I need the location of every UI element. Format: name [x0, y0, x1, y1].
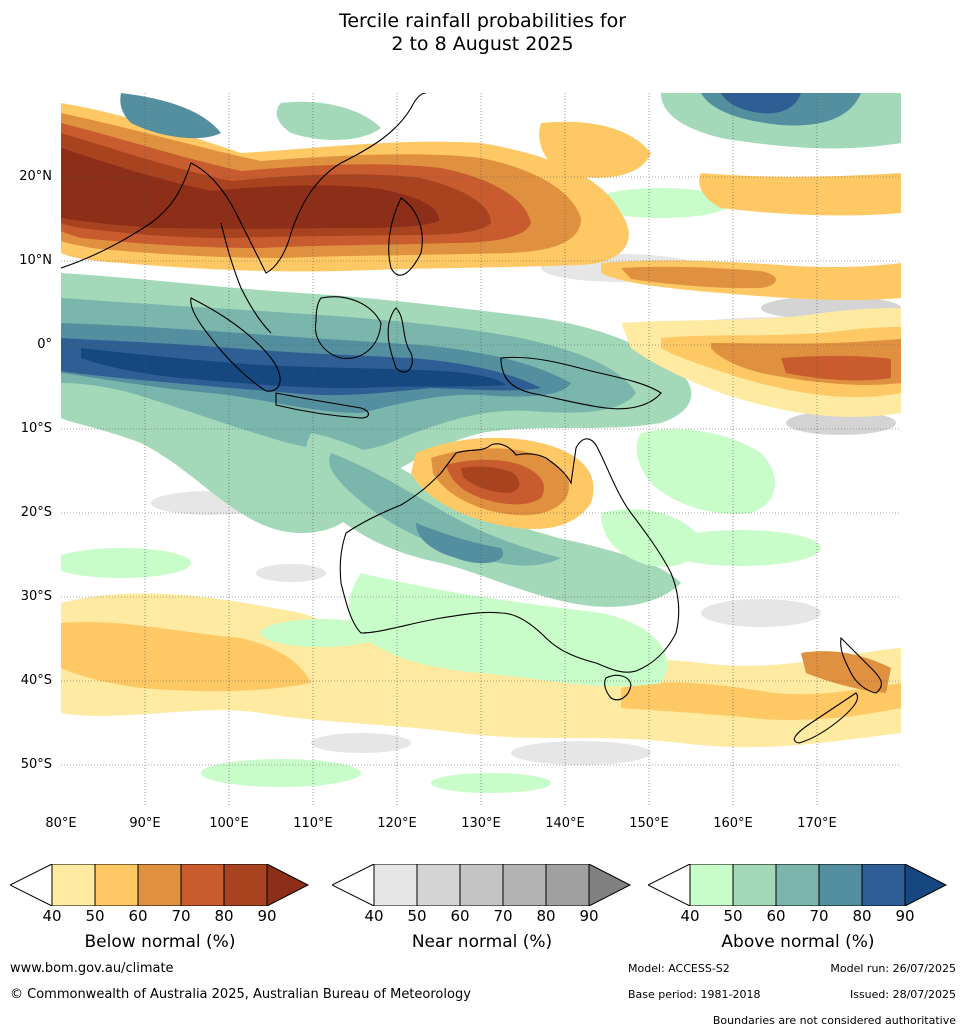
- below-colorbar-70-80: [180, 864, 225, 906]
- model-run-date: Model run: 26/07/2025: [830, 962, 956, 975]
- lat-label-0: 0°: [37, 337, 52, 352]
- near-tick-80: 80: [536, 907, 556, 925]
- new-zealand-north-coastline: [840, 636, 882, 694]
- title-line-1: Tercile rainfall probabilities for: [338, 10, 627, 32]
- near-normal-label: Near normal (%): [411, 932, 553, 952]
- title-line-2: 2 to 8 August 2025: [391, 33, 574, 55]
- near-tick-40: 40: [364, 907, 384, 925]
- lon-label-140e: 140°E: [545, 816, 585, 831]
- map-canvas: [61, 93, 901, 806]
- below-colorbar-50-60: [94, 864, 139, 906]
- map-title: Tercile rainfall probabilities for 2 to …: [0, 10, 965, 56]
- new-guinea-coastline: [500, 356, 662, 410]
- issued-date: Issued: 28/07/2025: [849, 988, 956, 1001]
- near-colorbar-60-70: [459, 864, 504, 906]
- lat-label-30s: 30°S: [20, 589, 52, 604]
- sulawesi-coastline: [387, 307, 413, 373]
- above-colorbar-40-50: [689, 864, 734, 906]
- australia-coastline: [339, 438, 680, 673]
- probability-map: [61, 93, 901, 806]
- asia-mainland-coastline: [61, 93, 427, 274]
- near-colorbar-70-80: [502, 864, 547, 906]
- lon-label-120e: 120°E: [377, 816, 417, 831]
- malay-peninsula-coastline: [220, 222, 272, 334]
- below-colorbar-40-50: [51, 864, 96, 906]
- above-tick-40: 40: [680, 907, 700, 925]
- lat-label-20s: 20°S: [20, 505, 52, 520]
- near-colorbar-max-extension: [588, 864, 632, 906]
- coral-sea-above-normal: [601, 429, 775, 567]
- above-tick-90: 90: [895, 907, 915, 925]
- near-colorbar-40-50: [373, 864, 418, 906]
- above-colorbar-70-80: [818, 864, 863, 906]
- above-tick-80: 80: [852, 907, 872, 925]
- north-pacific-above-normal: [120, 93, 901, 149]
- lat-label-10n: 10°N: [19, 253, 52, 268]
- below-tick-60: 60: [128, 907, 148, 925]
- copyright-text: © Commonwealth of Australia 2025, Austra…: [10, 987, 471, 1002]
- java-coastline: [275, 392, 370, 419]
- model-name: Model: ACCESS-S2: [628, 962, 730, 975]
- above-normal-colorbar: [648, 864, 948, 906]
- near-tick-50: 50: [407, 907, 427, 925]
- lat-label-50s: 50°S: [20, 757, 52, 772]
- lat-label-40s: 40°S: [20, 673, 52, 688]
- below-colorbar-80-90: [223, 864, 268, 906]
- below-normal-label: Below normal (%): [84, 932, 236, 952]
- below-tick-80: 80: [214, 907, 234, 925]
- above-normal-label: Above normal (%): [721, 932, 875, 952]
- below-tick-50: 50: [85, 907, 105, 925]
- lon-label-110e: 110°E: [293, 816, 333, 831]
- lon-label-150e: 150°E: [629, 816, 669, 831]
- near-tick-70: 70: [493, 907, 513, 925]
- above-tick-50: 50: [723, 907, 743, 925]
- below-tick-70: 70: [171, 907, 191, 925]
- lon-label-90e: 90°E: [129, 816, 161, 831]
- below-normal-colorbar: [10, 864, 310, 906]
- below-colorbar-60-70: [137, 864, 182, 906]
- philippines-coastline: [388, 197, 423, 276]
- below-tick-40: 40: [42, 907, 62, 925]
- lon-label-130e: 130°E: [461, 816, 501, 831]
- above-colorbar-80-90: [861, 864, 906, 906]
- near-tick-60: 60: [450, 907, 470, 925]
- graticule: [61, 93, 901, 806]
- lon-label-170e: 170°E: [797, 816, 837, 831]
- lon-label-100e: 100°E: [209, 816, 249, 831]
- lon-label-80e: 80°E: [45, 816, 77, 831]
- above-colorbar-min-extension: [648, 864, 691, 906]
- above-colorbar-60-70: [775, 864, 820, 906]
- website-link[interactable]: www.bom.gov.au/climate: [10, 961, 174, 976]
- sumatra-coastline: [190, 297, 281, 392]
- lat-label-10s: 10°S: [20, 421, 52, 436]
- below-tick-90: 90: [257, 907, 277, 925]
- below-colorbar-max-extension: [266, 864, 310, 906]
- below-colorbar-min-extension: [10, 864, 53, 906]
- above-tick-60: 60: [766, 907, 786, 925]
- above-normal-light-patches: [61, 188, 821, 793]
- coastlines: [61, 93, 882, 744]
- near-normal-colorbar: [332, 864, 632, 906]
- above-tick-70: 70: [809, 907, 829, 925]
- above-colorbar-50-60: [732, 864, 777, 906]
- boundaries-disclaimer: Boundaries are not considered authoritat…: [712, 1014, 956, 1027]
- northern-australia-below-normal: [411, 437, 594, 529]
- tropical-above-normal-band: [61, 273, 692, 533]
- base-period: Base period: 1981-2018: [628, 988, 761, 1001]
- near-colorbar-50-60: [416, 864, 461, 906]
- new-zealand-south-coastline: [793, 692, 859, 744]
- near-colorbar-min-extension: [332, 864, 375, 906]
- borneo-coastline: [314, 296, 382, 359]
- lon-label-160e: 160°E: [713, 816, 753, 831]
- above-colorbar-max-extension: [904, 864, 948, 906]
- lat-label-20n: 20°N: [19, 169, 52, 184]
- near-colorbar-80-90: [545, 864, 590, 906]
- near-tick-90: 90: [579, 907, 599, 925]
- asia-below-normal: [61, 103, 629, 272]
- pacific-below-normal: [539, 121, 901, 417]
- tasmania-coastline: [604, 674, 632, 701]
